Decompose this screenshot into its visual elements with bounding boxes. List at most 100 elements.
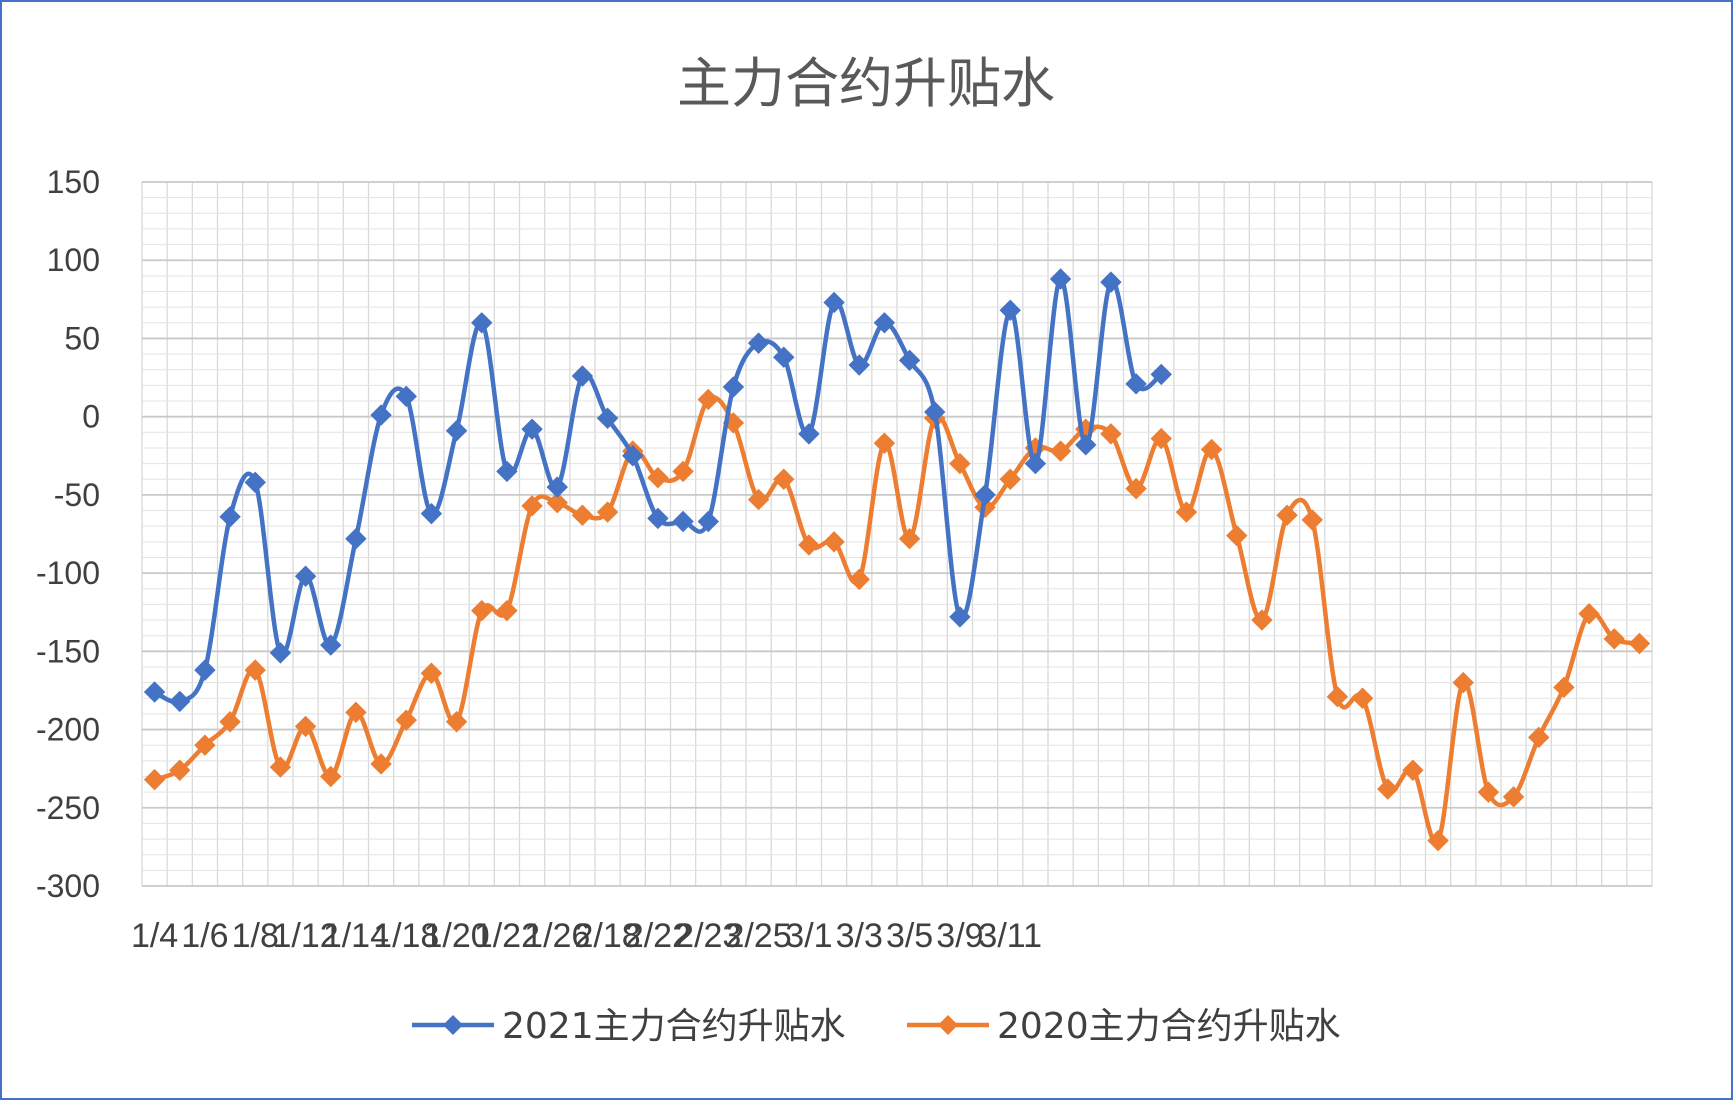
data-point-marker <box>924 401 946 423</box>
data-point-marker <box>471 599 493 622</box>
y-tick-label: -150 <box>36 633 100 669</box>
y-tick-label: -250 <box>36 790 100 826</box>
x-tick-label: 2/22 <box>625 917 691 955</box>
data-point-marker <box>823 291 845 314</box>
x-tick-label: 3/3 <box>836 917 883 955</box>
x-tick-label: 1/18 <box>373 917 439 955</box>
series-line <box>153 276 1163 705</box>
data-point-marker <box>471 312 493 334</box>
x-tick-label: 3/5 <box>886 917 933 955</box>
x-tick-label: 1/6 <box>181 917 228 955</box>
data-point-marker <box>1628 632 1651 655</box>
data-point-marker <box>1150 427 1172 450</box>
x-tick-label: 1/8 <box>232 917 279 955</box>
x-axis: 1/4 1/6 1/81/121/141/181/201/221/262/182/2… <box>131 917 1042 955</box>
data-point-marker <box>169 690 191 713</box>
data-point-marker <box>496 460 518 483</box>
data-point-marker <box>1553 676 1575 699</box>
legend-label: 2020主力合约升贴水 <box>997 1006 1341 1047</box>
data-point-marker <box>647 466 669 489</box>
legend-swatch-marker <box>938 1015 958 1035</box>
x-tick-label: 1/26 <box>524 917 590 955</box>
data-point-marker <box>395 709 417 731</box>
data-point-marker <box>1125 373 1147 395</box>
data-point-marker <box>194 659 216 681</box>
data-point-marker <box>1402 759 1424 781</box>
data-point-marker <box>647 507 669 530</box>
data-point-marker <box>697 388 719 411</box>
data-point-marker <box>1276 504 1298 526</box>
data-point-marker <box>1100 423 1122 445</box>
legend: 2021主力合约升贴水 2020主力合约升贴水 <box>412 1006 1341 1047</box>
legend-label: 2021主力合约升贴水 <box>502 1006 846 1047</box>
data-point-marker <box>269 642 292 664</box>
data-point-marker <box>974 484 996 506</box>
data-point-marker <box>370 404 392 426</box>
data-point-marker <box>773 468 795 490</box>
data-point-marker <box>1075 434 1097 456</box>
data-point-marker <box>672 510 694 533</box>
data-point-marker <box>1049 440 1072 462</box>
data-point-marker <box>773 346 795 368</box>
x-tick-label: 3/1 <box>785 917 832 955</box>
x-tick-label: 3/9 <box>936 917 983 955</box>
data-point-marker <box>244 659 266 681</box>
data-point-marker <box>143 681 166 703</box>
data-point-marker <box>747 332 770 354</box>
y-tick-label: 0 <box>82 399 100 435</box>
data-point-marker <box>1326 685 1349 708</box>
series-1 <box>143 388 1651 852</box>
data-point-marker <box>1175 501 1198 523</box>
data-point-marker <box>898 527 921 550</box>
data-point-marker <box>1125 477 1147 500</box>
x-tick-label: 2/25 <box>725 917 791 955</box>
data-point-marker <box>848 354 870 376</box>
data-point-marker <box>320 634 342 656</box>
data-point-marker <box>1477 781 1500 803</box>
x-tick-label: 2/18 <box>574 917 640 955</box>
data-point-marker <box>143 768 166 791</box>
data-point-marker <box>1452 671 1474 694</box>
y-tick-label: -200 <box>36 712 100 748</box>
data-point-marker <box>823 531 845 553</box>
x-tick-label: 1/22 <box>474 917 540 955</box>
data-point-marker <box>294 715 317 738</box>
legend-item: 2021主力合约升贴水 <box>412 1006 846 1047</box>
data-point-marker <box>294 565 317 587</box>
grid-minor <box>141 181 1653 887</box>
data-point-marker <box>1150 363 1172 386</box>
data-point-marker <box>949 452 971 475</box>
data-point-marker <box>244 471 266 494</box>
legend-item: 2020主力合约升贴水 <box>907 1006 1341 1047</box>
x-tick-label: 2/23 <box>675 917 741 955</box>
data-point-marker <box>445 711 468 733</box>
data-point-marker <box>622 445 644 467</box>
data-point-marker <box>1226 524 1248 547</box>
data-point-marker <box>345 701 367 724</box>
data-point-marker <box>1502 786 1525 808</box>
data-point-marker <box>571 504 594 526</box>
data-point-marker <box>873 312 896 334</box>
y-tick-label: 150 <box>47 164 100 200</box>
x-tick-label: 1/20 <box>423 917 489 955</box>
y-tick-label: 50 <box>64 320 100 356</box>
data-point-marker <box>798 534 820 556</box>
data-point-marker <box>169 759 191 781</box>
data-point-marker <box>395 385 417 408</box>
data-point-marker <box>1351 687 1374 709</box>
data-point-marker <box>697 510 719 533</box>
data-point-marker <box>672 460 694 483</box>
y-tick-label: 100 <box>47 242 100 278</box>
data-point-marker <box>269 756 292 778</box>
data-point-marker <box>546 492 568 514</box>
series-layer <box>143 268 1651 852</box>
data-point-marker <box>747 488 770 511</box>
data-point-marker <box>1603 628 1625 650</box>
data-point-marker <box>1578 603 1600 625</box>
chart-title: 主力合约升贴水 <box>677 52 1055 115</box>
data-point-marker <box>571 365 594 387</box>
y-tick-label: -300 <box>36 868 100 904</box>
data-point-marker <box>320 765 342 788</box>
